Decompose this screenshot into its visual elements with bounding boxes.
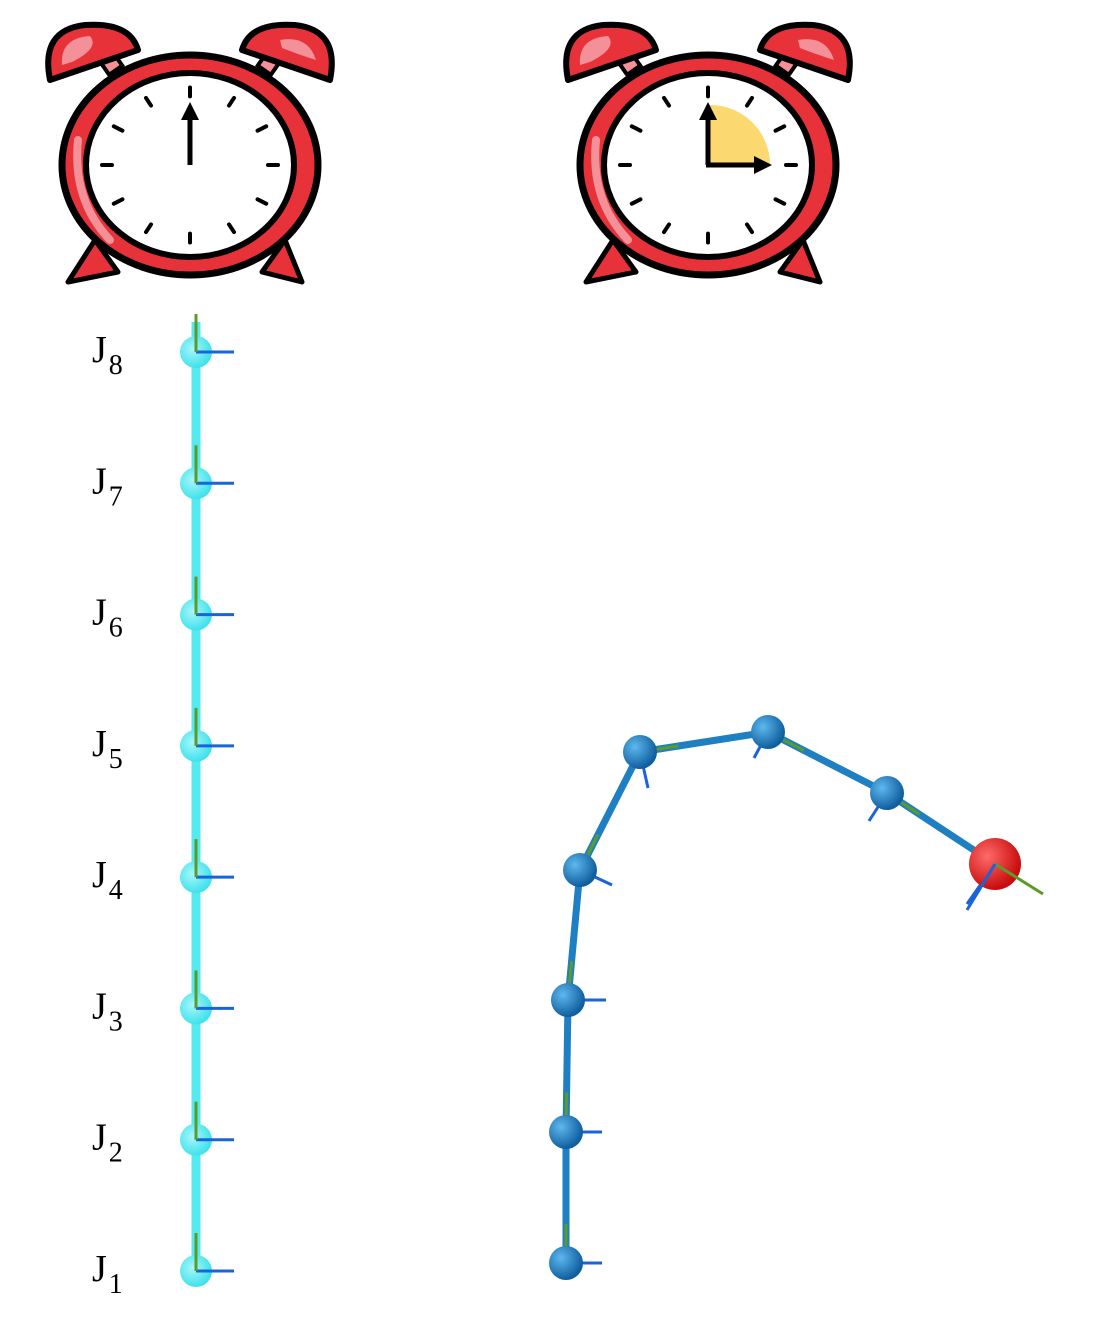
alarm-clock-start-icon [45,21,335,285]
joint-label-6: J6 [92,592,123,644]
clock-tick [773,124,787,133]
joint-label-subscript: 8 [109,350,123,381]
clock-bell-right [239,21,335,83]
clock-bell-right [757,21,853,83]
clock-tick [144,222,153,235]
clock-bell-left [563,21,659,83]
alarm-clock-quarter-icon [563,21,853,285]
clock-tick [144,95,153,108]
joint-label-2: J2 [92,1117,123,1169]
joint-label-letter: J [92,723,107,765]
clock-hand-right-arrow [754,156,772,174]
clock-tick [227,95,236,108]
bent-joint-3 [551,983,585,1017]
joint-label-subscript: 5 [109,744,123,775]
clock-tick [629,197,643,206]
joint-label-letter: J [92,985,107,1027]
clock-sector [708,104,770,165]
end-effector-axis-x [965,863,997,911]
joint-label-letter: J [92,329,107,371]
clock-tick [662,95,671,108]
joint-label-4: J4 [92,854,123,906]
clock-tick [773,197,787,206]
joint-label-8: J8 [92,329,123,381]
joint-label-subscript: 1 [109,1269,123,1300]
bent-joint-4 [563,853,597,887]
clock-bell-right-shine [280,39,316,60]
clock-bell-left [45,21,141,83]
clock-leg-left [583,237,639,285]
joint-label-5: J5 [92,723,123,775]
end-effector-axis-z [994,862,1044,896]
bent-joint-2 [549,1115,583,1149]
joint-label-subscript: 2 [109,1138,123,1169]
joint-label-letter: J [92,460,107,502]
clock-leg-left [65,237,121,285]
clock-tick [111,124,125,133]
bent-joint-1 [549,1246,583,1280]
clock-hand-up-arrow [181,102,199,120]
joint-label-7: J7 [92,460,123,512]
joint-label-3: J3 [92,985,123,1037]
joint-label-letter: J [92,1117,107,1159]
bent-joint-chain [549,715,1044,1280]
clock-tick [745,222,754,235]
joint-label-subscript: 6 [109,613,123,644]
clock-hand-up-arrow [699,102,717,120]
joint-label-subscript: 7 [109,481,123,512]
clock-leg-right [777,237,823,285]
joint-label-letter: J [92,592,107,634]
clock-tick [662,222,671,235]
bent-joint-5 [623,735,657,769]
clock-bell-left-shine [579,36,611,65]
clock-bell-right-shine [798,39,834,60]
bent-joint-6 [751,715,785,749]
clock-tick [111,197,125,206]
straight-joint-chain [180,314,234,1287]
joint-label-subscript: 3 [109,1006,123,1037]
clock-tick [255,124,269,133]
bent-joint-7 [870,776,904,810]
joint-label-letter: J [92,854,107,896]
clock-tick [629,124,643,133]
clock-leg-right [259,237,305,285]
clock-tick [227,222,236,235]
clock-bell-left-shine [61,36,93,65]
clock-tick [745,95,754,108]
joint-label-letter: J [92,1248,107,1290]
clock-tick [255,197,269,206]
clock-rim-shine [591,136,632,244]
joint-label-1: J1 [92,1248,123,1300]
joint-label-subscript: 4 [109,875,123,906]
clock-rim-shine [73,136,114,244]
